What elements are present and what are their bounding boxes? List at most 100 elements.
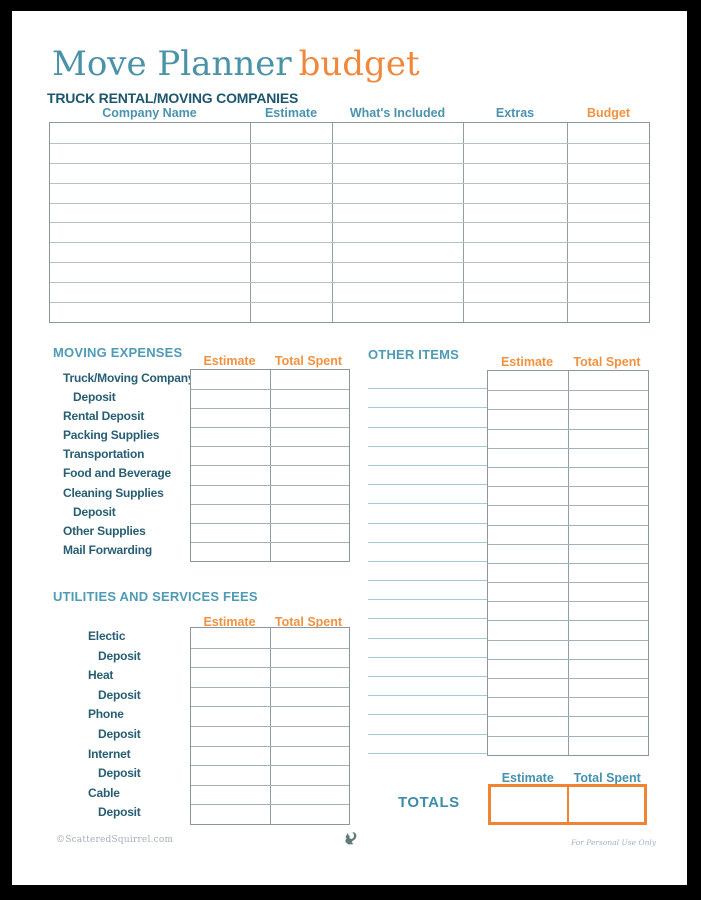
estimate-cell: [488, 545, 568, 563]
expense-row-label: Electic: [88, 629, 126, 643]
money-grid-row: [488, 524, 648, 544]
truck-table-cell: [50, 204, 250, 223]
money-grid-row: [488, 658, 648, 678]
truck-table-cell: [567, 263, 649, 283]
truck-table-row: [50, 222, 649, 243]
write-on-line: [368, 677, 487, 697]
write-on-line: [368, 715, 487, 735]
total-spent-cell: [269, 428, 350, 447]
expense-row-label: Mail Forwarding: [63, 542, 153, 557]
truck-table-row: [50, 202, 649, 223]
money-grid-row: [191, 465, 350, 485]
expense-row-label: Deposit: [98, 648, 141, 663]
truck-table-row: [50, 182, 649, 203]
truck-table-cell: [50, 164, 250, 183]
truck-table-cell: [332, 163, 463, 183]
estimate-cell: [488, 602, 568, 620]
money-grid-row: [191, 667, 349, 687]
total-spent-cell: [269, 707, 350, 726]
truck-table-cell: [463, 283, 567, 303]
money-grid-row: [488, 678, 649, 698]
utilities-grid: [190, 627, 350, 825]
page-title: Move Planner budget: [52, 44, 420, 84]
money-grid-row: [488, 601, 648, 621]
write-on-line: [368, 543, 487, 562]
expense-row-label: Internet: [88, 746, 131, 761]
truck-table-row: [50, 142, 649, 163]
expense-row-label: Food and Beverage: [63, 466, 171, 481]
estimate-cell: [488, 583, 568, 601]
totals-heading: TOTALS: [398, 794, 460, 811]
other-items-column-headers: Estimate Total Spent: [487, 355, 647, 369]
truck-table-cell: [567, 243, 649, 263]
truck-table-cell: [332, 263, 463, 283]
total-spent-cell: [269, 785, 350, 805]
money-grid-row: [191, 765, 349, 785]
moving-expenses-labels: Truck/Moving Company Deposit Rental Deposi…: [63, 369, 195, 560]
total-spent-cell: [269, 726, 350, 746]
totals-box: [488, 784, 647, 825]
truck-table-cell: [567, 163, 649, 183]
truck-table-cell: [250, 303, 332, 322]
utilities-heading: UTILITIES AND SERVICES FEES: [53, 589, 258, 604]
expense-row-label: Cleaning Supplies: [63, 485, 164, 500]
money-grid-row: [191, 503, 349, 523]
expense-row-label: Packing Supplies: [63, 428, 160, 443]
money-grid-row: [488, 486, 649, 506]
utilities-labels: Electic Deposit Heat Deposit Phone Deposit Int…: [88, 627, 141, 823]
total-spent-cell: [269, 628, 350, 648]
estimate-column-header: Estimate: [500, 355, 554, 369]
estimate-cell: [488, 526, 568, 544]
total-spent-cell: [567, 448, 649, 467]
truck-table-cell: [50, 123, 250, 143]
write-on-line: [368, 619, 487, 639]
truck-column-header: Company Name: [102, 106, 197, 120]
total-spent-cell: [567, 487, 649, 506]
total-spent-cell: [269, 687, 350, 707]
money-grid-row: [488, 735, 648, 755]
total-spent-cell: [567, 429, 649, 448]
expense-row-label: Deposit: [73, 390, 116, 405]
write-on-line: [368, 600, 487, 620]
truck-table-cell: [463, 263, 567, 283]
truck-table-row: [50, 302, 649, 322]
truck-table-cell: [332, 143, 463, 163]
squirrel-icon: [343, 830, 357, 850]
estimate-cell: [488, 660, 568, 678]
truck-table-row: [50, 242, 649, 263]
money-grid-row: [488, 505, 648, 525]
estimate-cell: [191, 447, 270, 465]
write-on-line: [368, 696, 487, 716]
truck-table-row: [50, 162, 649, 183]
other-items-grid: [487, 370, 649, 756]
total-spent-cell: [567, 679, 649, 698]
estimate-cell: [191, 524, 270, 542]
total-spent-cell: [269, 466, 350, 485]
estimate-cell: [191, 370, 270, 389]
truck-table-cell: [50, 223, 250, 242]
estimate-cell: [488, 391, 568, 409]
utilities-column-headers: Estimate Total Spent: [190, 615, 348, 629]
expense-row-label: Cable: [88, 785, 120, 800]
write-on-line: [368, 466, 487, 486]
truck-table-cell: [332, 223, 463, 243]
truck-table-cell: [567, 283, 649, 303]
totals-estimate-cell: [491, 787, 567, 822]
money-grid-row: [191, 427, 350, 447]
expense-row-label: Deposit: [73, 504, 116, 519]
truck-table-cell: [50, 263, 250, 282]
total-spent-cell: [567, 640, 649, 659]
estimate-cell: [488, 679, 568, 697]
estimate-cell: [488, 487, 568, 505]
estimate-cell: [191, 727, 270, 746]
write-on-line: [368, 485, 487, 505]
estimate-cell: [191, 688, 270, 707]
write-on-line: [368, 504, 487, 524]
estimate-cell: [488, 737, 568, 755]
money-grid-row: [191, 541, 349, 561]
money-grid-row: [488, 390, 648, 410]
write-on-line: [368, 658, 487, 677]
estimate-cell: [488, 717, 568, 735]
money-grid-row: [191, 628, 349, 648]
truck-table-cell: [250, 203, 332, 223]
